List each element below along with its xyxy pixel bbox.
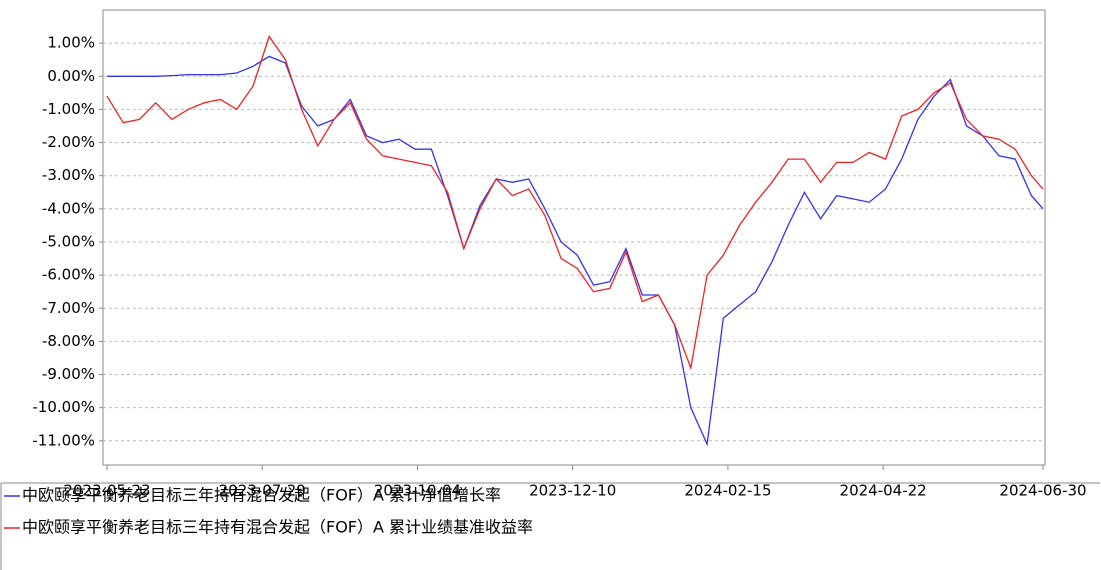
series-line bbox=[106, 35, 1044, 371]
y-tick-label: -2.00% bbox=[42, 133, 95, 151]
x-tick-label: 2023-07-29 bbox=[219, 482, 306, 500]
x-tick-label: 2024-04-22 bbox=[840, 482, 927, 500]
x-tick-label: 2024-06-30 bbox=[999, 482, 1086, 500]
y-tick-label: -7.00% bbox=[42, 299, 95, 317]
x-tick-label: 2024-02-15 bbox=[684, 482, 771, 500]
y-tick-label: -1.00% bbox=[42, 100, 95, 118]
y-tick-label: 1.00% bbox=[47, 34, 95, 52]
y-tick-label: -4.00% bbox=[42, 199, 95, 217]
legend-label: 中欧颐享平衡养老目标三年持有混合发起（FOF）A 累计净值增长率 bbox=[22, 486, 501, 505]
y-tick-label: -6.00% bbox=[42, 266, 95, 284]
y-tick-label: -5.00% bbox=[42, 232, 95, 250]
legend-label: 中欧颐享平衡养老目标三年持有混合发起（FOF）A 累计业绩基准收益率 bbox=[22, 518, 533, 537]
x-tick-label: 2023-10-04 bbox=[374, 482, 461, 500]
series-line bbox=[107, 55, 1044, 447]
plot-frame bbox=[102, 9, 1046, 466]
y-tick-label: -8.00% bbox=[42, 332, 95, 350]
x-tick-label: 2023-05-23 bbox=[63, 482, 150, 500]
y-tick-label: 0.00% bbox=[47, 67, 95, 85]
y-tick-label: -11.00% bbox=[32, 431, 95, 449]
y-tick-label: -10.00% bbox=[32, 398, 95, 416]
y-tick-label: -9.00% bbox=[42, 365, 95, 383]
x-tick-label: 2023-12-10 bbox=[529, 482, 616, 500]
y-tick-label: -3.00% bbox=[42, 166, 95, 184]
